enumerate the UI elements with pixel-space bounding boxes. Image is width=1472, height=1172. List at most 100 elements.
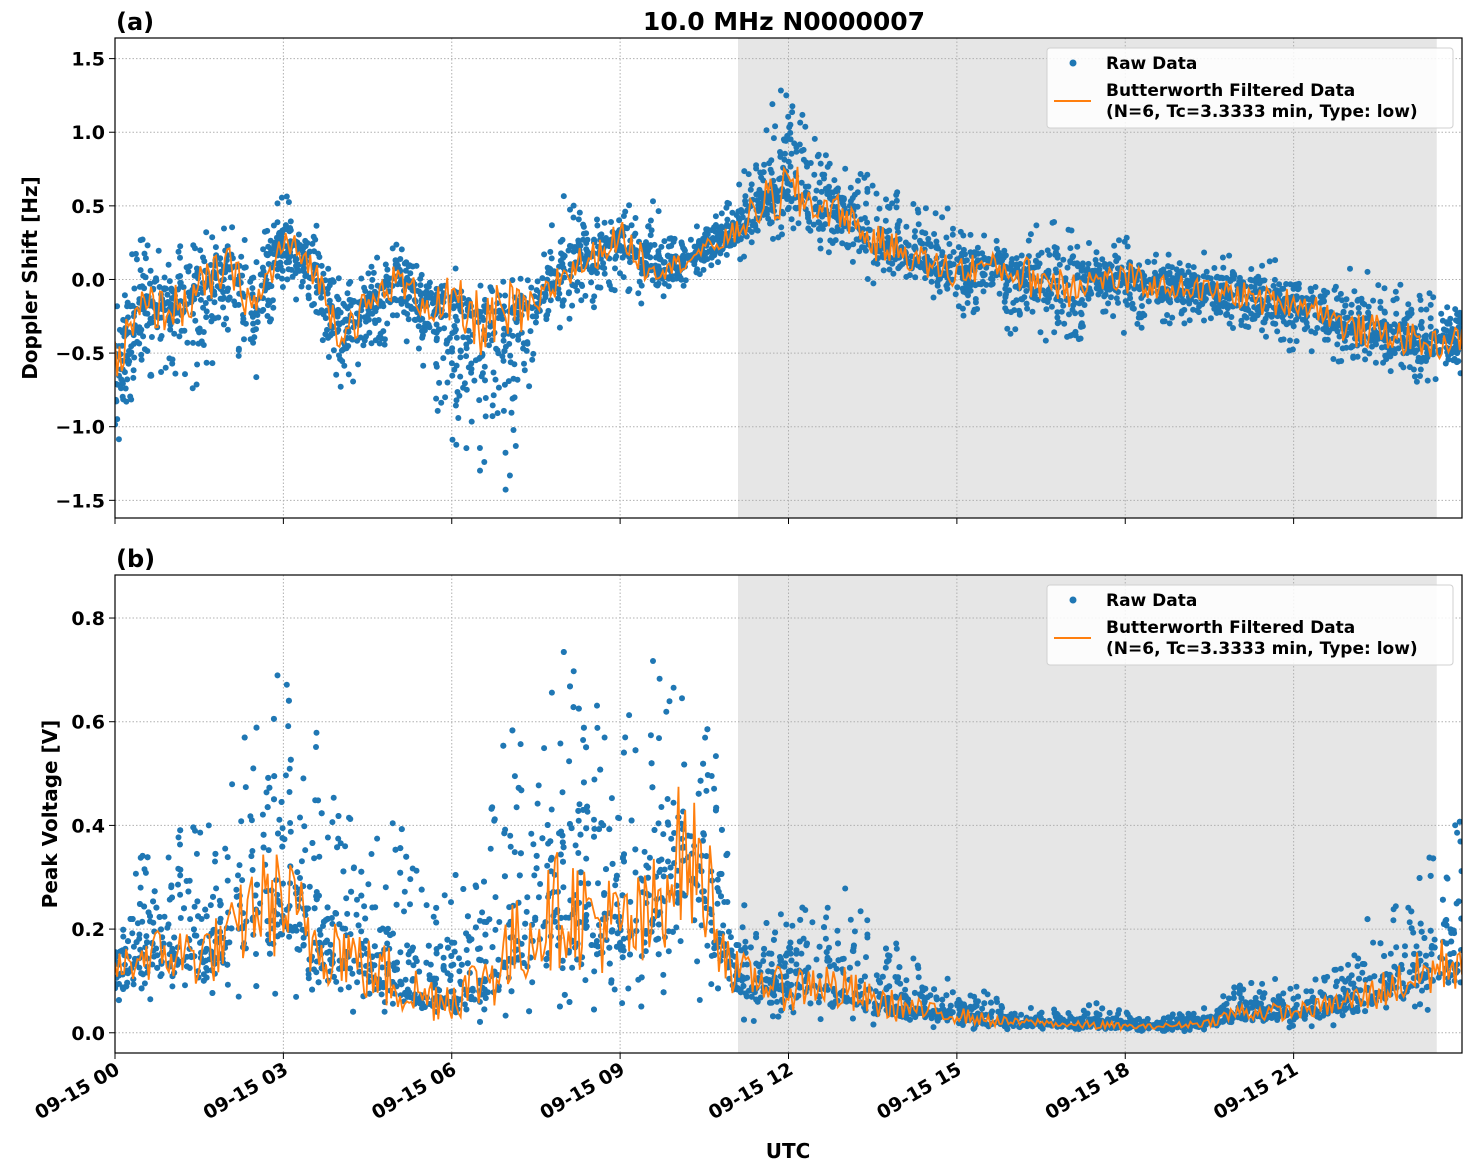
raw-data-point bbox=[580, 230, 587, 237]
raw-data-point bbox=[785, 113, 792, 120]
raw-data-point bbox=[249, 285, 256, 292]
raw-data-point bbox=[889, 260, 896, 267]
raw-data-point bbox=[1144, 258, 1151, 265]
raw-data-point bbox=[1160, 266, 1167, 273]
raw-data-point bbox=[161, 285, 168, 292]
raw-data-point bbox=[333, 978, 340, 985]
raw-data-point bbox=[375, 317, 382, 323]
raw-data-point bbox=[1223, 312, 1230, 318]
raw-data-point bbox=[1177, 269, 1184, 276]
raw-data-point bbox=[658, 243, 665, 250]
raw-data-point bbox=[501, 325, 508, 332]
raw-data-point bbox=[427, 290, 434, 297]
raw-data-point bbox=[444, 379, 451, 386]
raw-data-point bbox=[1012, 326, 1019, 333]
raw-data-point bbox=[783, 92, 790, 99]
raw-data-point bbox=[824, 163, 831, 170]
raw-data-point bbox=[426, 324, 433, 331]
raw-data-point bbox=[655, 208, 662, 215]
raw-data-point bbox=[283, 193, 290, 200]
raw-data-point bbox=[121, 292, 128, 299]
raw-data-point bbox=[265, 297, 272, 304]
raw-data-point bbox=[847, 184, 854, 191]
raw-data-point bbox=[886, 266, 893, 273]
raw-data-point bbox=[889, 200, 896, 207]
raw-data-point bbox=[361, 284, 368, 291]
raw-data-point bbox=[511, 849, 518, 856]
raw-data-point bbox=[378, 335, 385, 342]
raw-data-point bbox=[445, 348, 451, 355]
raw-data-point bbox=[915, 209, 922, 216]
raw-data-point bbox=[192, 317, 199, 324]
raw-data-point bbox=[1426, 290, 1433, 297]
raw-data-point bbox=[999, 257, 1006, 264]
raw-data-point bbox=[171, 330, 178, 337]
raw-data-point bbox=[287, 218, 294, 225]
raw-data-point bbox=[250, 320, 257, 327]
raw-data-point bbox=[1186, 317, 1193, 324]
raw-data-point bbox=[1228, 314, 1235, 320]
raw-data-point bbox=[410, 305, 417, 312]
raw-data-point bbox=[530, 350, 537, 357]
raw-data-point bbox=[830, 228, 837, 235]
raw-data-point bbox=[500, 278, 507, 285]
raw-data-point bbox=[241, 237, 248, 243]
raw-data-point bbox=[1084, 265, 1091, 272]
raw-data-point bbox=[566, 315, 573, 322]
raw-data-point bbox=[406, 294, 413, 300]
raw-data-point bbox=[347, 278, 354, 285]
raw-data-point bbox=[1054, 320, 1061, 327]
raw-data-point bbox=[789, 109, 796, 116]
raw-data-point bbox=[492, 926, 499, 933]
raw-data-point bbox=[250, 327, 257, 334]
raw-data-point bbox=[1153, 251, 1159, 258]
raw-data-point bbox=[1045, 293, 1052, 299]
raw-data-point bbox=[1333, 295, 1340, 302]
raw-data-point bbox=[864, 276, 871, 282]
raw-data-point bbox=[715, 232, 722, 239]
raw-data-point bbox=[1003, 308, 1010, 315]
raw-data-point bbox=[529, 305, 536, 312]
raw-data-point bbox=[313, 222, 320, 229]
raw-data-point bbox=[595, 880, 601, 887]
raw-data-point bbox=[859, 244, 865, 251]
raw-data-point bbox=[589, 297, 596, 304]
raw-data-point bbox=[724, 199, 731, 206]
raw-data-point bbox=[1108, 294, 1114, 301]
raw-data-point bbox=[723, 204, 730, 211]
raw-data-point bbox=[1201, 317, 1207, 324]
raw-data-point bbox=[1392, 288, 1399, 295]
raw-data-point bbox=[760, 951, 767, 958]
raw-data-point bbox=[1122, 298, 1129, 305]
raw-data-point bbox=[1411, 373, 1418, 380]
raw-data-point bbox=[1018, 252, 1025, 259]
raw-data-point bbox=[508, 409, 515, 416]
raw-data-point bbox=[944, 975, 951, 982]
raw-data-point bbox=[1113, 295, 1120, 302]
raw-data-point bbox=[1390, 917, 1397, 924]
raw-data-point bbox=[655, 251, 662, 258]
raw-data-point bbox=[415, 345, 422, 352]
raw-data-point bbox=[911, 233, 918, 240]
raw-data-point bbox=[750, 1018, 757, 1024]
raw-data-point bbox=[309, 240, 316, 247]
raw-data-point bbox=[1231, 271, 1237, 277]
raw-data-point bbox=[144, 322, 151, 329]
raw-data-point bbox=[1025, 237, 1032, 244]
raw-data-point bbox=[1266, 258, 1273, 265]
raw-data-point bbox=[865, 226, 872, 233]
raw-data-point bbox=[851, 928, 858, 935]
raw-data-point bbox=[766, 160, 773, 167]
raw-data-point bbox=[766, 192, 773, 199]
raw-data-point bbox=[594, 216, 600, 223]
raw-data-point bbox=[1101, 293, 1108, 300]
raw-data-point bbox=[223, 315, 230, 322]
raw-data-point bbox=[502, 292, 509, 299]
raw-data-point bbox=[127, 393, 134, 400]
raw-data-point bbox=[457, 373, 464, 380]
raw-data-point bbox=[1390, 328, 1397, 335]
raw-data-point bbox=[1335, 358, 1342, 365]
raw-data-point bbox=[1220, 299, 1227, 306]
raw-data-point bbox=[418, 271, 425, 278]
raw-data-point bbox=[561, 274, 568, 281]
